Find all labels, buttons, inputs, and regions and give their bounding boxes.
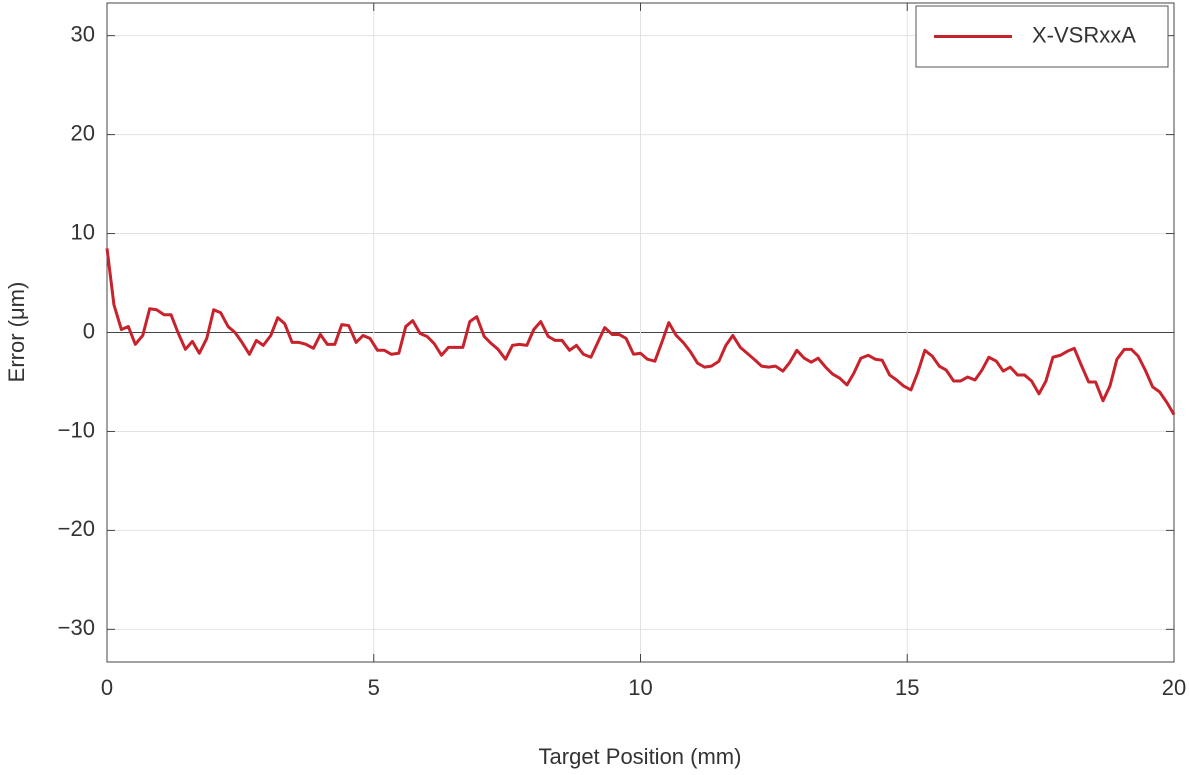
y-tick-label: −20 — [58, 516, 95, 541]
plot-frame — [106, 2, 1175, 663]
y-axis-label: Error (μm) — [4, 282, 29, 383]
y-tick-label: −30 — [58, 615, 95, 640]
x-axis-label: Target Position (mm) — [539, 744, 742, 769]
y-tick-label: 20 — [71, 120, 95, 145]
x-tick-label: 15 — [895, 675, 919, 700]
x-tick-label: 10 — [628, 675, 652, 700]
y-tick-label: 0 — [83, 318, 95, 343]
data-line — [105, 248, 1176, 416]
x-tick-label: 0 — [101, 675, 113, 700]
legend-label: X-VSRxxA — [1032, 22, 1136, 47]
y-tick-label: −10 — [58, 417, 95, 442]
x-tick-label: 5 — [368, 675, 380, 700]
y-tick-label: 10 — [71, 219, 95, 244]
y-tick-label: 30 — [71, 21, 95, 46]
x-tick-label: 20 — [1162, 675, 1186, 700]
